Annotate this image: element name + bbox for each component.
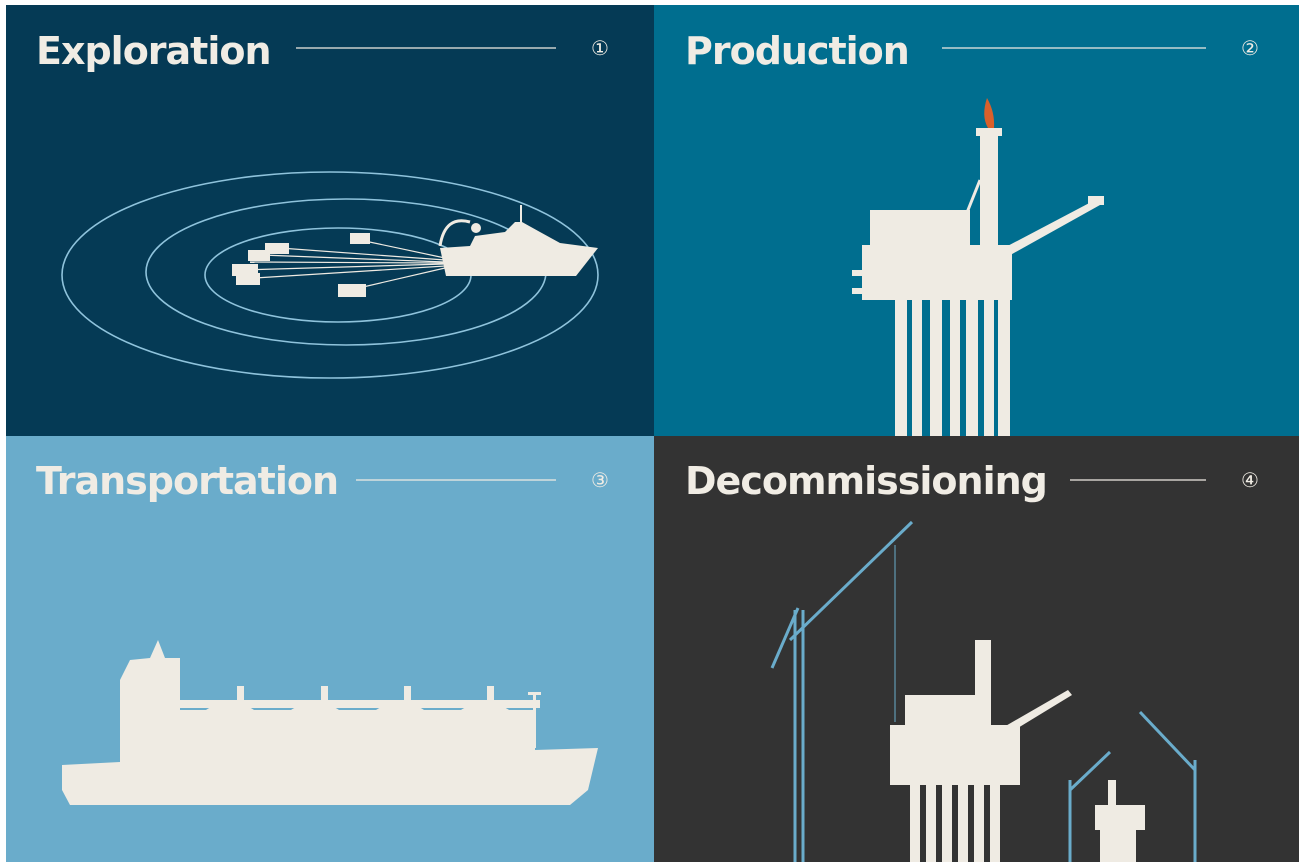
panel-number: ④: [1241, 468, 1259, 492]
panel-title: Decommissioning: [685, 459, 1047, 503]
panel-title: Production: [685, 29, 909, 73]
panel-number: ①: [591, 36, 609, 60]
panel-number: ③: [591, 468, 609, 492]
panel-title: Transportation: [36, 459, 338, 503]
panel-number: ②: [1241, 36, 1259, 60]
panel-title: Exploration: [36, 29, 271, 73]
infographic: Exploration ① Production ② Transportatio…: [0, 0, 1299, 862]
